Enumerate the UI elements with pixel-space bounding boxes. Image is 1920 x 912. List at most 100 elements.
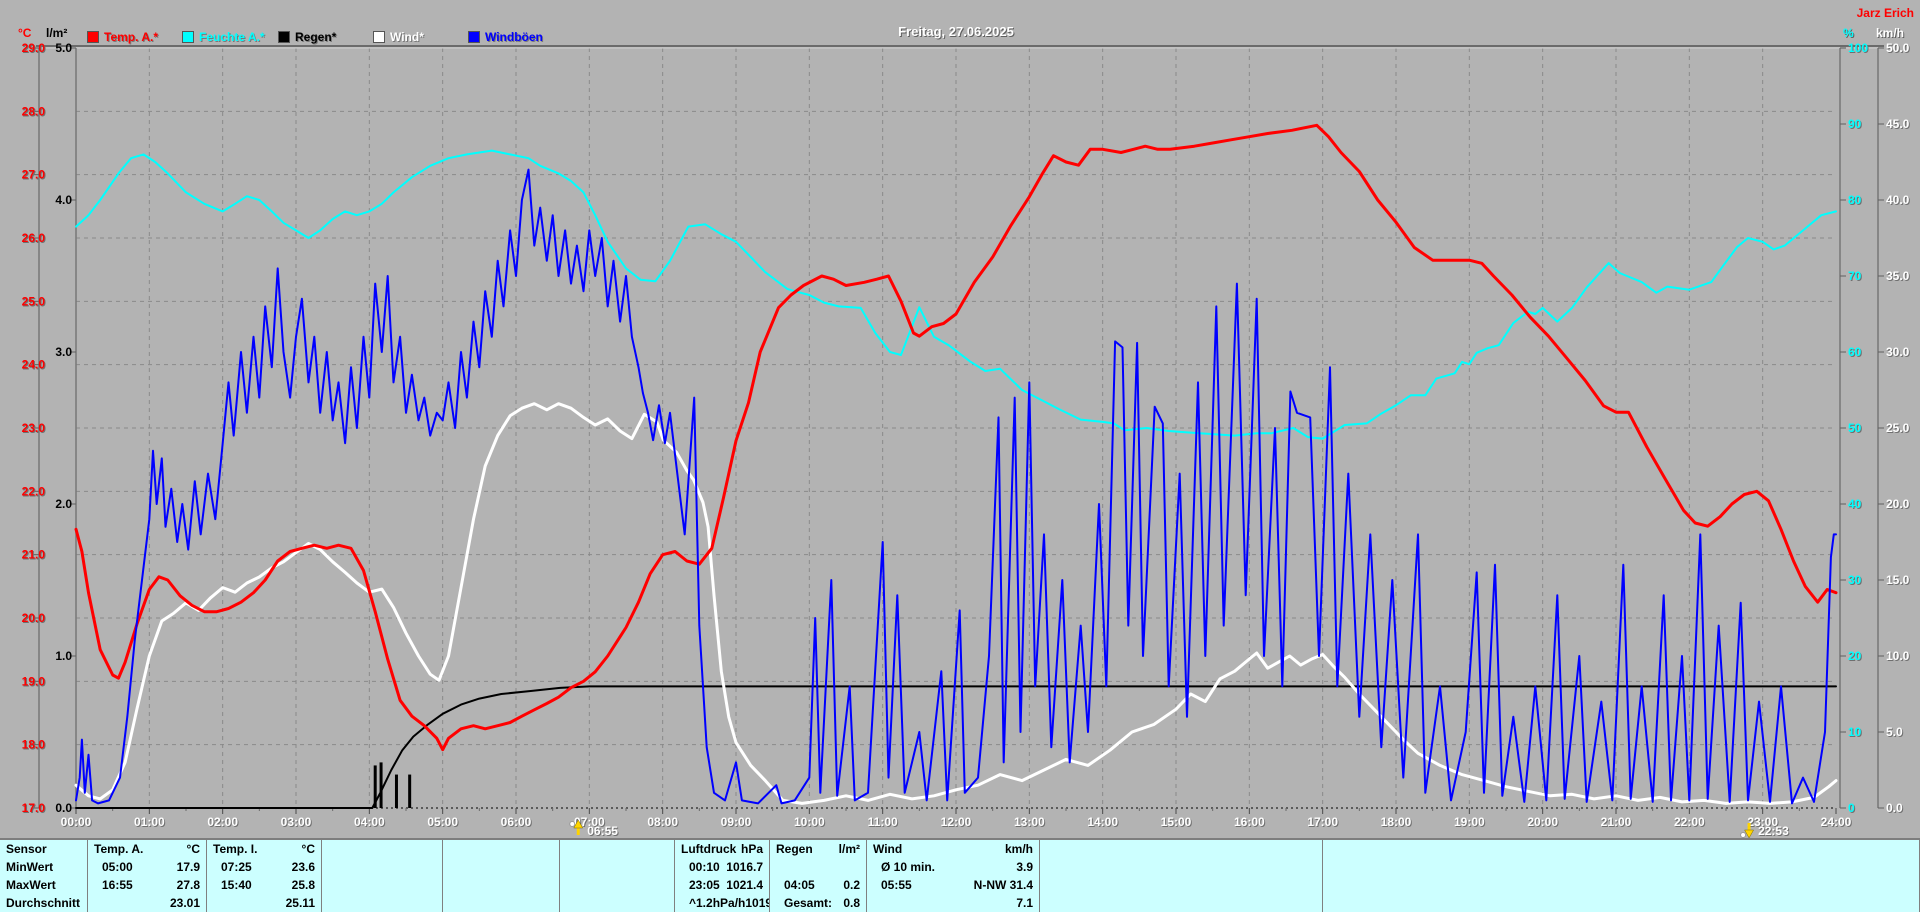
table-cell: 05:00 17.9 — [102, 860, 200, 874]
svg-text:12:00: 12:00 — [941, 815, 972, 829]
svg-text:24.0: 24.0 — [23, 359, 47, 373]
table-cell: 04:05 0.2 — [784, 878, 860, 892]
svg-text:20:00: 20:00 — [1528, 816, 1559, 830]
svg-text:15:00: 15:00 — [1161, 815, 1192, 829]
svg-text:03:00: 03:00 — [281, 815, 312, 829]
svg-text:27.0: 27.0 — [23, 169, 47, 183]
svg-text:100: 100 — [1849, 42, 1869, 56]
svg-text:3.0: 3.0 — [55, 345, 72, 359]
table-cell: 7.1 — [1016, 896, 1033, 910]
regen-swatch-icon — [278, 30, 290, 43]
svg-text:10:00: 10:00 — [795, 816, 826, 830]
table-row-label: Durchschnitt — [6, 896, 81, 910]
svg-text:24:00: 24:00 — [1821, 815, 1852, 829]
svg-text:18:00: 18:00 — [1382, 816, 1413, 830]
svg-text:1.0: 1.0 — [55, 649, 72, 663]
rain-bar — [373, 765, 377, 808]
svg-text:23.0: 23.0 — [23, 422, 47, 436]
legend-item-regen[interactable]: Regen* — [278, 28, 336, 44]
table-col-3 — [322, 840, 443, 912]
wind-swatch-icon — [373, 30, 385, 43]
table-col-9 — [1040, 840, 1323, 912]
svg-text:21.0: 21.0 — [23, 549, 47, 563]
series-regen — [75, 685, 1837, 809]
svg-text:01:00: 01:00 — [134, 815, 165, 829]
svg-text:29.0: 29.0 — [23, 42, 47, 56]
svg-text:60: 60 — [1849, 346, 1863, 360]
svg-text:20:00: 20:00 — [1527, 815, 1558, 829]
svg-text:18.0: 18.0 — [22, 738, 46, 752]
svg-text:22.0: 22.0 — [23, 485, 47, 499]
svg-text:09:00: 09:00 — [721, 815, 752, 829]
svg-text:15.0: 15.0 — [1887, 574, 1911, 588]
svg-text:26.0: 26.0 — [22, 231, 46, 245]
svg-text:5.0: 5.0 — [1886, 725, 1903, 739]
svg-text:70: 70 — [1848, 269, 1862, 283]
svg-text:50: 50 — [1848, 421, 1862, 435]
svg-text:70: 70 — [1849, 270, 1863, 284]
legend-item-temp-a[interactable]: Temp. A.* — [87, 28, 158, 44]
table-col-header: Wind km/h — [873, 842, 1033, 856]
svg-text:18.0: 18.0 — [23, 739, 47, 753]
svg-text:22:00: 22:00 — [1674, 815, 1705, 829]
svg-text:90: 90 — [1849, 118, 1863, 132]
chart-svg: 29.029.028.028.027.027.026.026.025.025.0… — [22, 41, 1911, 839]
svg-text:30: 30 — [1848, 573, 1862, 587]
table-col-header: Regen l/m² — [776, 842, 860, 856]
svg-text:17:00: 17:00 — [1307, 815, 1338, 829]
svg-text:25.0: 25.0 — [1886, 421, 1910, 435]
svg-text:15.0: 15.0 — [1886, 573, 1910, 587]
svg-text:21:00: 21:00 — [1602, 816, 1633, 830]
svg-text:27.0: 27.0 — [22, 168, 46, 182]
svg-text:17:00: 17:00 — [1308, 816, 1339, 830]
windboeen-swatch-icon — [468, 30, 480, 43]
svg-text:0: 0 — [1849, 802, 1856, 816]
table-cell — [770, 858, 866, 876]
svg-text:19:00: 19:00 — [1454, 815, 1485, 829]
svg-text:35.0: 35.0 — [1887, 270, 1911, 284]
svg-text:28.0: 28.0 — [23, 105, 47, 119]
table-col-header: Temp. I. °C — [213, 842, 315, 856]
table-col-header: Temp. A. °C — [94, 842, 200, 856]
sunrise-marker-icon — [569, 819, 584, 835]
svg-text:18:00: 18:00 — [1381, 815, 1412, 829]
table-col-7: Regen l/m² 04:05 0.2 Gesamt: 0.8 — [770, 840, 867, 912]
svg-text:03:00: 03:00 — [282, 816, 313, 830]
svg-text:13:00: 13:00 — [1015, 816, 1046, 830]
svg-text:80: 80 — [1848, 193, 1862, 207]
svg-text:17.0: 17.0 — [23, 802, 47, 816]
svg-text:45.0: 45.0 — [1886, 117, 1910, 131]
svg-text:90: 90 — [1848, 117, 1862, 131]
series-wind — [74, 402, 1838, 805]
right-axis-unit-humidity: % — [1843, 26, 1854, 40]
svg-text:13:00: 13:00 — [1014, 815, 1045, 829]
rain-bar — [408, 774, 412, 808]
svg-text:100: 100 — [1848, 41, 1868, 55]
table-cell: Gesamt: 0.8 — [784, 896, 860, 910]
legend-item-feuchte-a[interactable]: Feuchte A.* — [182, 28, 265, 44]
svg-text:23:00: 23:00 — [1747, 815, 1778, 829]
sunset-time-label: 22:53 — [1758, 824, 1789, 838]
table-cell: 25.11 — [285, 896, 315, 910]
table-col-sensor: Sensor MinWert MaxWert Durchschnitt — [0, 840, 88, 912]
svg-text:45.0: 45.0 — [1887, 118, 1911, 132]
svg-text:28.0: 28.0 — [22, 104, 46, 118]
svg-text:0.0: 0.0 — [1887, 802, 1904, 816]
svg-text:11:00: 11:00 — [869, 816, 899, 830]
svg-text:22:00: 22:00 — [1675, 816, 1706, 830]
svg-text:23.0: 23.0 — [22, 421, 46, 435]
svg-text:19.0: 19.0 — [23, 675, 47, 689]
svg-text:50.0: 50.0 — [1887, 42, 1911, 56]
svg-text:0.0: 0.0 — [55, 801, 72, 815]
svg-text:50.0: 50.0 — [1886, 41, 1910, 55]
svg-text:24.0: 24.0 — [22, 358, 46, 372]
svg-text:06:00: 06:00 — [501, 815, 532, 829]
legend-item-windboeen[interactable]: Windböen — [468, 28, 543, 44]
sunrise-time-label: 06:55 — [587, 824, 618, 838]
legend-item-wind[interactable]: Wind* — [373, 28, 424, 44]
svg-text:10.0: 10.0 — [1887, 650, 1911, 664]
svg-text:21:00: 21:00 — [1601, 815, 1632, 829]
svg-text:35.0: 35.0 — [1886, 269, 1910, 283]
table-col-2: Temp. I. °C 07:25 23.6 15:40 25.8 25.11 — [207, 840, 322, 912]
